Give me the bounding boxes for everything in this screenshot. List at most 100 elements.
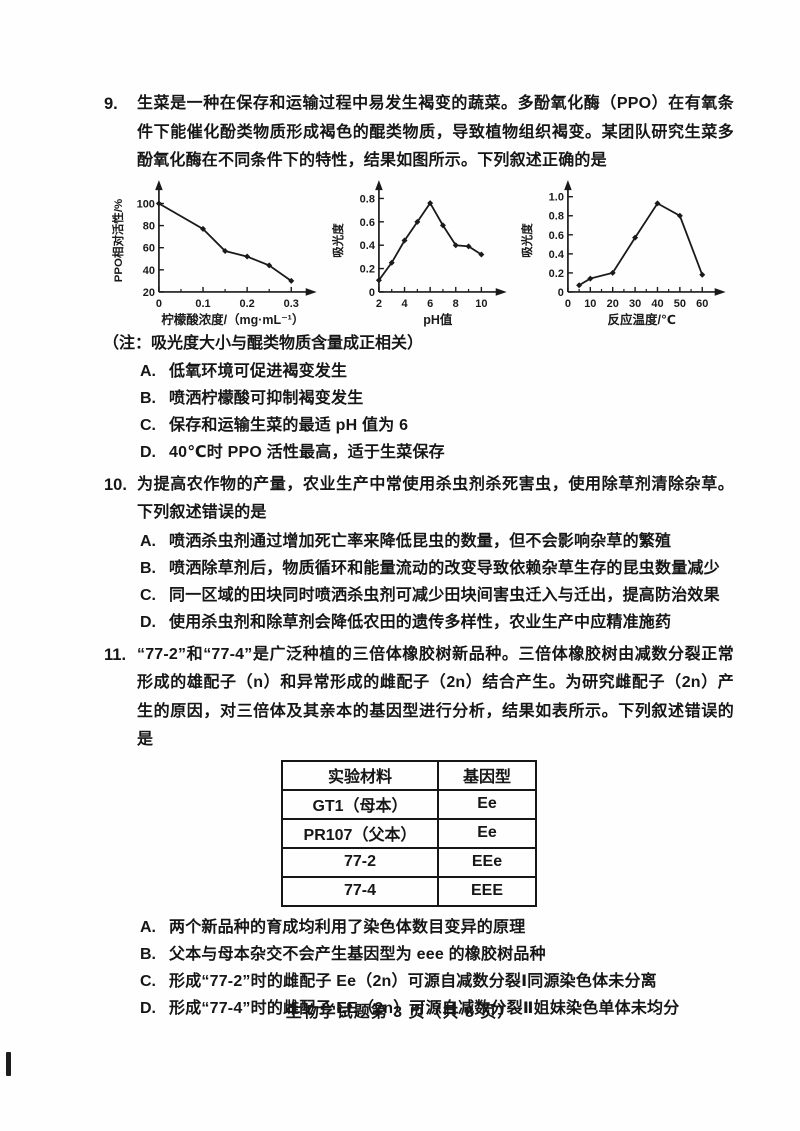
svg-text:0.3: 0.3 xyxy=(284,297,299,309)
question-9-option-c: C. 保存和运输生菜的最适 pH 值为 6 xyxy=(140,412,734,439)
question-11-body: “77-2”和“77-4”是广泛种植的三倍体橡胶树新品种。三倍体橡胶树由减数分裂… xyxy=(137,641,734,1022)
svg-text:100: 100 xyxy=(137,198,155,210)
svg-text:0.2: 0.2 xyxy=(359,263,374,275)
svg-text:0.8: 0.8 xyxy=(549,210,564,222)
option-label: A. xyxy=(140,362,156,380)
question-10-body: 为提高农作物的产量，农业生产中常使用杀虫剂杀死害虫，使用除草剂清除杂草。下列叙述… xyxy=(137,471,734,636)
svg-text:8: 8 xyxy=(452,297,458,309)
question-10-option-a: A. 喷洒杀虫剂通过增加死亡率来降低昆虫的数量，但不会影响杂草的繁殖 xyxy=(140,528,734,555)
svg-text:20: 20 xyxy=(143,286,155,298)
svg-text:20: 20 xyxy=(607,297,619,309)
table-row-77-2: 77-2 EEe xyxy=(281,846,537,878)
option-text: 使用杀虫剂和除草剂会降低农田的遗传多样性，农业生产中应精准施药 xyxy=(169,613,672,631)
option-text: 保存和运输生菜的最适 pH 值为 6 xyxy=(169,416,409,434)
question-9-number: 9. xyxy=(104,95,118,113)
chart-note: （注：吸光度大小与醌类物质含量成正相关） xyxy=(103,334,424,352)
svg-text:80: 80 xyxy=(143,220,155,232)
svg-text:10: 10 xyxy=(475,297,487,309)
question-11-option-a: A. 两个新品种的育成均利用了染色体数目变异的原理 xyxy=(140,914,734,941)
question-11-option-b: B. 父本与母本杂交不会产生基因型为 eee 的橡胶树品种 xyxy=(140,941,734,968)
svg-text:6: 6 xyxy=(427,297,433,309)
table-row-77-4: 77-4 EEE xyxy=(281,875,537,907)
svg-text:4: 4 xyxy=(401,297,408,309)
question-10-option-d: D. 使用杀虫剂和除草剂会降低农田的遗传多样性，农业生产中应精准施药 xyxy=(140,609,734,636)
svg-text:吸光度: 吸光度 xyxy=(520,222,534,257)
question-11-text: “77-2”和“77-4”是广泛种植的三倍体橡胶树新品种。三倍体橡胶树由减数分裂… xyxy=(137,645,734,749)
svg-text:1.0: 1.0 xyxy=(549,191,564,203)
option-label: C. xyxy=(140,972,156,990)
table-cell-material: 77-2 xyxy=(281,846,439,878)
svg-text:0: 0 xyxy=(558,286,564,298)
genotype-table: 实验材料 基因型 GT1（母本） Ee PR107（父本） Ee xyxy=(281,759,537,907)
table-header-row: 实验材料 基因型 xyxy=(281,759,537,791)
svg-text:60: 60 xyxy=(143,242,155,254)
table-row-pr107: PR107（父本） Ee xyxy=(281,817,537,849)
chart-ph-absorbance: 2 4 6 8 10 0 0.2 0.4 0.6 0.8 pH值 吸光度 xyxy=(331,179,507,326)
table-cell-material: PR107（父本） xyxy=(281,817,439,849)
svg-text:30: 30 xyxy=(629,297,641,309)
chart-citric-acid-ppo-activity: 0 0.1 0.2 0.3 20 40 60 80 100 柠檬酸浓度/（mg·mL⁻¹） PPO相… xyxy=(111,179,317,326)
svg-text:40: 40 xyxy=(143,264,155,276)
question-9-body: 生菜是一种在保存和运输过程中易发生褐变的蔬菜。多酚氧化酶（PPO）在有氧条件下能… xyxy=(103,90,734,466)
svg-text:0.2: 0.2 xyxy=(549,267,564,279)
chart-temperature-absorbance: 0 10 20 30 40 50 60 0 0.2 0.4 0.6 0.8 1.0 反应温度/℃ 吸光度 xyxy=(520,179,727,326)
table-cell-genotype: Ee xyxy=(437,817,537,849)
question-11: 11. “77-2”和“77-4”是广泛种植的三倍体橡胶树新品种。三倍体橡胶树由… xyxy=(104,641,734,1022)
svg-text:2: 2 xyxy=(376,297,382,309)
option-label: B. xyxy=(140,559,156,577)
question-10-number: 10. xyxy=(104,475,127,494)
option-text: 形成“77-2”时的雌配子 Ee（2n）可源自减数分裂Ⅰ同源染色体未分离 xyxy=(169,972,657,990)
svg-text:0: 0 xyxy=(368,286,374,298)
svg-text:0.6: 0.6 xyxy=(359,216,374,228)
svg-text:PPO相对活性/%: PPO相对活性/% xyxy=(111,198,125,281)
option-text: 两个新品种的育成均利用了染色体数目变异的原理 xyxy=(169,918,526,936)
option-label: C. xyxy=(140,586,156,604)
svg-text:0.6: 0.6 xyxy=(549,229,564,241)
table-header-material: 实验材料 xyxy=(281,759,439,791)
question-10-text: 为提高农作物的产量，农业生产中常使用杀虫剂杀死害虫，使用除草剂清除杂草。下列叙述… xyxy=(137,475,734,522)
charts-row: 0 0.1 0.2 0.3 20 40 60 80 100 柠檬酸浓度/（mg·mL⁻¹） PPO相… xyxy=(109,178,734,330)
svg-text:0.8: 0.8 xyxy=(359,193,374,205)
svg-text:0: 0 xyxy=(565,297,571,309)
table-cell-genotype: EEe xyxy=(437,846,537,878)
svg-text:60: 60 xyxy=(697,297,709,309)
option-text: 低氧环境可促进褐变发生 xyxy=(169,362,348,380)
option-text: 形成“77-4”时的雌配子 EE（2n）可源自减数分裂Ⅱ姐妹染色单体未均分 xyxy=(169,999,680,1017)
option-label: B. xyxy=(140,945,156,963)
table-header-genotype: 基因型 xyxy=(437,759,537,791)
svg-text:0: 0 xyxy=(156,297,162,309)
question-9: 9. 生菜是一种在保存和运输过程中易发生褐变的蔬菜。多酚氧化酶（PPO）在有氧条… xyxy=(103,90,734,466)
svg-text:50: 50 xyxy=(674,297,686,309)
svg-text:0.1: 0.1 xyxy=(195,297,210,309)
table-cell-material: GT1（母本） xyxy=(281,788,439,820)
question-10-option-b: B. 喷洒除草剂后，物质循环和能量流动的改变导致依赖杂草生存的昆虫数量减少 xyxy=(140,555,734,582)
question-9-option-d: D. 40℃时 PPO 活性最高，适于生菜保存 xyxy=(140,439,734,466)
page-content: 9. 生菜是一种在保存和运输过程中易发生褐变的蔬菜。多酚氧化酶（PPO）在有氧条… xyxy=(103,90,734,1027)
svg-text:吸光度: 吸光度 xyxy=(331,222,345,257)
question-11-number: 11. xyxy=(104,645,127,664)
question-10-option-c: C. 同一区域的田块同时喷洒杀虫剂可减少田块间害虫迁入与迁出，提高防治效果 xyxy=(140,582,734,609)
option-text: 喷洒杀虫剂通过增加死亡率来降低昆虫的数量，但不会影响杂草的繁殖 xyxy=(169,532,672,550)
question-11-option-d: D. 形成“77-4”时的雌配子 EE（2n）可源自减数分裂Ⅱ姐妹染色单体未均分 xyxy=(140,995,734,1022)
option-label: A. xyxy=(140,918,156,936)
svg-text:柠檬酸浓度/（mg·mL⁻¹）: 柠檬酸浓度/（mg·mL⁻¹） xyxy=(161,311,304,326)
table-cell-genotype: Ee xyxy=(437,788,537,820)
svg-text:10: 10 xyxy=(585,297,597,309)
table-cell-material: 77-4 xyxy=(281,875,439,907)
option-label: B. xyxy=(140,389,156,407)
question-9-option-a: A. 低氧环境可促进褐变发生 xyxy=(140,358,734,385)
table-row-gt1: GT1（母本） Ee xyxy=(281,788,537,820)
option-text: 40℃时 PPO 活性最高，适于生菜保存 xyxy=(169,443,445,461)
table-cell-genotype: EEE xyxy=(437,875,537,907)
question-9-text: 生菜是一种在保存和运输过程中易发生褐变的蔬菜。多酚氧化酶（PPO）在有氧条件下能… xyxy=(137,95,734,169)
option-label: D. xyxy=(140,613,156,631)
page-footer: 生物学试题第 3 页（共 8 页） xyxy=(285,1004,515,1021)
question-11-option-c: C. 形成“77-2”时的雌配子 Ee（2n）可源自减数分裂Ⅰ同源染色体未分离 xyxy=(140,968,734,995)
question-9-option-b: B. 喷洒柠檬酸可抑制褐变发生 xyxy=(140,385,734,412)
svg-text:反应温度/℃: 反应温度/℃ xyxy=(608,311,676,326)
svg-text:pH值: pH值 xyxy=(423,311,453,326)
option-text: 父本与母本杂交不会产生基因型为 eee 的橡胶树品种 xyxy=(169,945,546,963)
option-label: C. xyxy=(140,416,156,434)
option-label: D. xyxy=(140,443,156,461)
